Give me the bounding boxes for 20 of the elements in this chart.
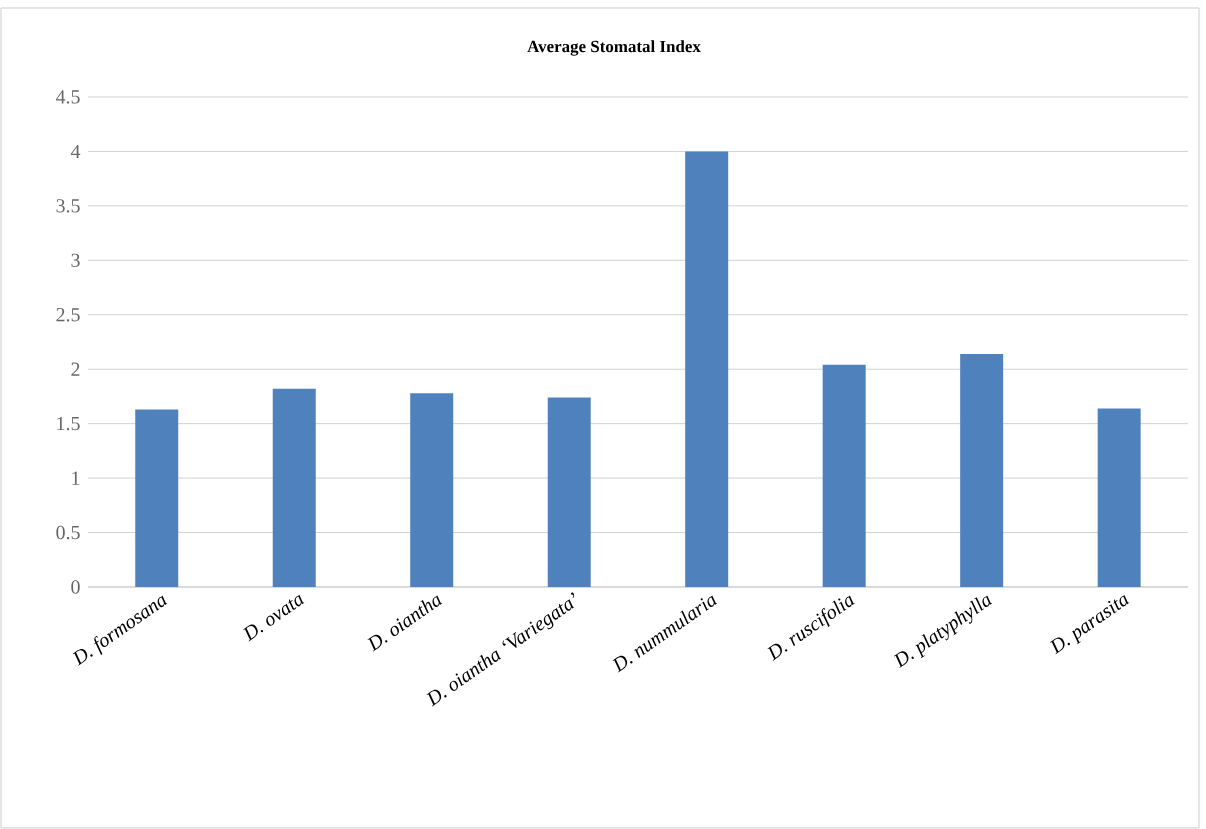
y-tick-label: 0: [71, 580, 80, 594]
y-tick-label: 1: [72, 471, 80, 485]
x-tick-label: D. ovata: [243, 594, 305, 642]
y-tick-label: 3: [71, 253, 80, 267]
bar: [685, 151, 729, 587]
y-tick-label: 4: [70, 144, 81, 158]
bar: [547, 397, 591, 587]
y-tick-label: 1.5: [57, 416, 80, 431]
y-tick-label: 0.5: [56, 525, 80, 540]
bar: [822, 364, 866, 587]
bar: [960, 353, 1004, 587]
bar: [1097, 408, 1141, 587]
bar: [135, 409, 179, 587]
y-tick-label: 2.5: [56, 308, 80, 322]
bar: [272, 388, 316, 587]
y-tick-label: 3.5: [56, 199, 80, 213]
y-tick-label: 2: [71, 362, 80, 376]
chart-title: Average Stomatal Index: [527, 40, 701, 56]
bar: [410, 393, 454, 587]
y-tick-label: 4.5: [55, 90, 80, 104]
